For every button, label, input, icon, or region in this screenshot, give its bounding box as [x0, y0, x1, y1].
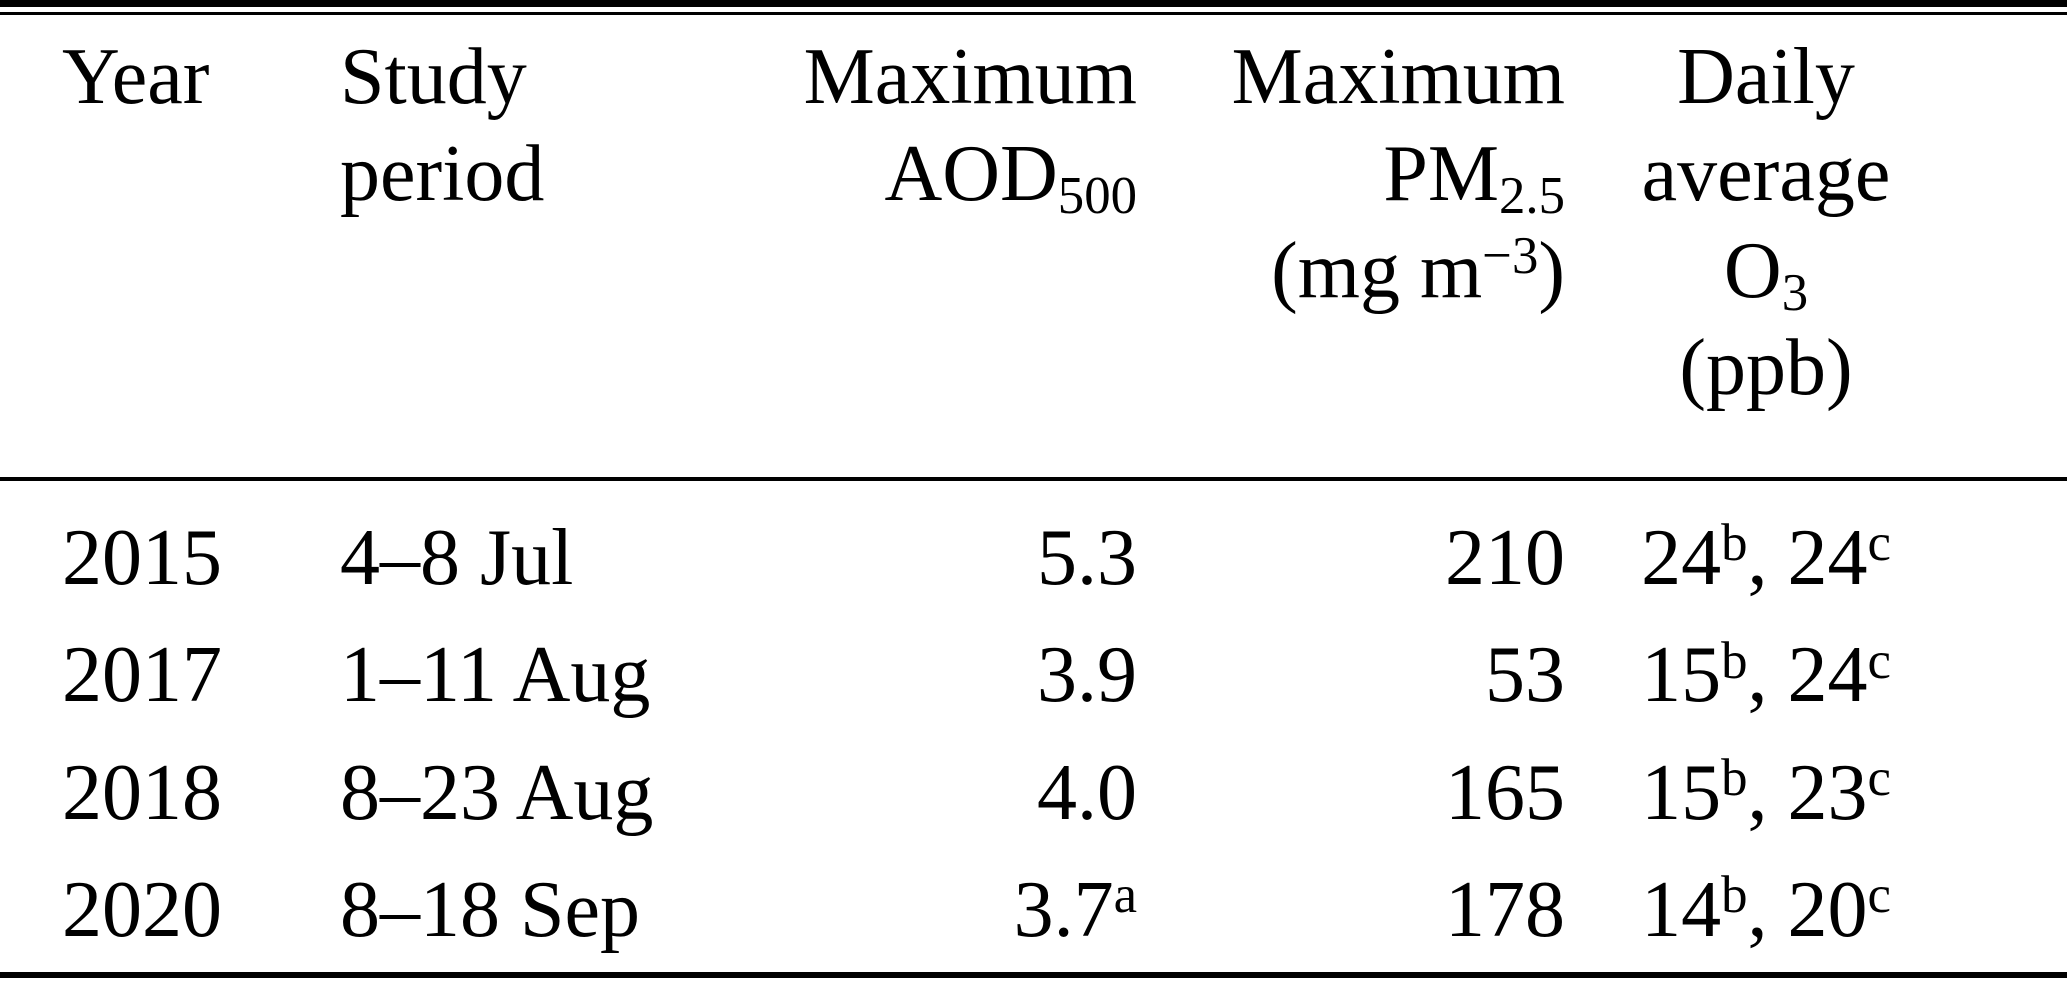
o3-value-2: 20: [1787, 865, 1868, 954]
year-value: 2018: [62, 748, 222, 837]
year-value: 2015: [62, 514, 222, 602]
max-aod-value: 5.3: [1037, 514, 1137, 602]
o3-footnote-marker-c: c: [1867, 514, 1891, 573]
header-study-label: Study: [340, 33, 527, 121]
o3-value-2: 24: [1787, 631, 1868, 720]
daily-o3-cell: 14b, 20c: [1565, 855, 2067, 965]
header-cell-max-pm: Maximum PM2.5 (mg m−3): [1137, 15, 1565, 477]
max-pm-cell: 53: [1137, 620, 1565, 730]
max-pm-value: 165: [1445, 748, 1565, 837]
year-cell: 2018: [0, 738, 278, 848]
header-aod-maximum-label: Maximum: [803, 33, 1137, 121]
year-value: 2020: [62, 865, 222, 954]
max-pm-cell: 178: [1137, 855, 1565, 965]
top-rule-thin: [0, 12, 2067, 15]
o3-footnote-marker-c: c: [1867, 748, 1891, 807]
header-o3-units: (ppb): [1679, 324, 1853, 412]
pm-units-exponent: −3: [1482, 227, 1539, 286]
aod-text: AOD: [884, 130, 1058, 218]
header-pm-units: (mg m−3): [1137, 223, 1565, 320]
header-cell-daily-o3: Daily average O3 (ppb): [1565, 15, 2067, 477]
o3-value-1: 24: [1641, 514, 1722, 602]
header-period-label: period: [340, 130, 545, 218]
daily-o3-cell: 15b, 24c: [1565, 620, 2067, 730]
o3-value-1: 14: [1641, 865, 1722, 954]
max-pm-value: 210: [1445, 514, 1565, 602]
daily-o3-cell: 15b, 23c: [1565, 738, 2067, 848]
o3-value-2: 24: [1787, 514, 1868, 602]
o3-value-1: 15: [1641, 748, 1722, 837]
o3-footnote-marker-b: b: [1721, 748, 1748, 807]
o3-footnote-marker-b: b: [1721, 514, 1748, 573]
max-pm-cell: 210: [1137, 503, 1565, 613]
year-cell: 2017: [0, 620, 278, 730]
o3-footnote-marker-c: c: [1867, 631, 1891, 690]
o3-separator: ,: [1747, 631, 1788, 720]
header-year-label: Year: [62, 33, 210, 121]
study-period-value: 1–11 Aug: [340, 631, 651, 720]
study-period-cell: 4–8 Jul: [278, 503, 698, 613]
max-aod-cell: 4.0: [698, 738, 1137, 848]
header-cell-max-aod: Maximum AOD500: [698, 15, 1137, 477]
max-aod-footnote-marker: a: [1113, 866, 1137, 924]
o3-footnote-marker-b: b: [1721, 866, 1748, 924]
o3-value-2: 23: [1787, 748, 1868, 837]
aod-subscript: 500: [1057, 166, 1137, 225]
o3-text: O: [1723, 227, 1782, 315]
o3-value-1: 15: [1641, 631, 1722, 720]
top-rule-heavy: [0, 0, 2067, 7]
max-aod-cell: 5.3: [698, 503, 1137, 613]
header-body-rule: [0, 477, 2067, 481]
header-cell-year: Year: [0, 15, 278, 477]
study-period-cell: 1–11 Aug: [278, 620, 698, 730]
year-value: 2017: [62, 631, 222, 720]
header-aod-label: AOD500: [698, 126, 1137, 223]
table-header: Year Study period Maximum AOD500 Maximum…: [0, 15, 2067, 477]
o3-separator: ,: [1747, 865, 1788, 954]
max-aod-cell: 3.9: [698, 620, 1137, 730]
study-period-cell: 8–18 Sep: [278, 855, 698, 965]
header-pm-label: PM2.5: [1137, 126, 1565, 223]
max-pm-cell: 165: [1137, 738, 1565, 848]
o3-footnote-marker-c: c: [1867, 866, 1891, 924]
study-period-value: 8–23 Aug: [340, 748, 654, 837]
o3-subscript: 3: [1781, 263, 1809, 322]
pm-subscript: 2.5: [1499, 166, 1565, 225]
pm-text: PM: [1383, 130, 1499, 218]
max-pm-value: 178: [1445, 865, 1565, 954]
study-period-value: 8–18 Sep: [340, 865, 640, 954]
o3-separator: ,: [1747, 514, 1788, 602]
year-cell: 2020: [0, 855, 278, 965]
header-o3-label: O3: [1565, 223, 1967, 320]
header-daily-label: Daily: [1677, 33, 1855, 121]
o3-separator: ,: [1747, 748, 1788, 837]
table-body: 2015 4–8 Jul 5.3 210 24b, 24c 2017 1–11 …: [0, 481, 2067, 972]
header-pm-maximum-label: Maximum: [1231, 33, 1565, 121]
year-cell: 2015: [0, 503, 278, 613]
max-pm-value: 53: [1485, 631, 1565, 720]
pm-units-open: (mg m: [1271, 227, 1483, 315]
header-average-label: average: [1641, 130, 1891, 218]
daily-o3-cell: 24b, 24c: [1565, 503, 2067, 613]
study-period-value: 4–8 Jul: [340, 514, 574, 602]
pm-units-close: ): [1538, 227, 1565, 315]
bottom-rule: [0, 972, 2067, 978]
header-cell-study-period: Study period: [278, 15, 698, 477]
max-aod-cell: 3.7a: [698, 855, 1137, 965]
max-aod-value: 3.9: [1037, 631, 1137, 720]
max-aod-value: 4.0: [1037, 748, 1137, 837]
study-period-cell: 8–23 Aug: [278, 738, 698, 848]
o3-footnote-marker-b: b: [1721, 631, 1748, 690]
max-aod-value: 3.7: [1013, 865, 1114, 954]
